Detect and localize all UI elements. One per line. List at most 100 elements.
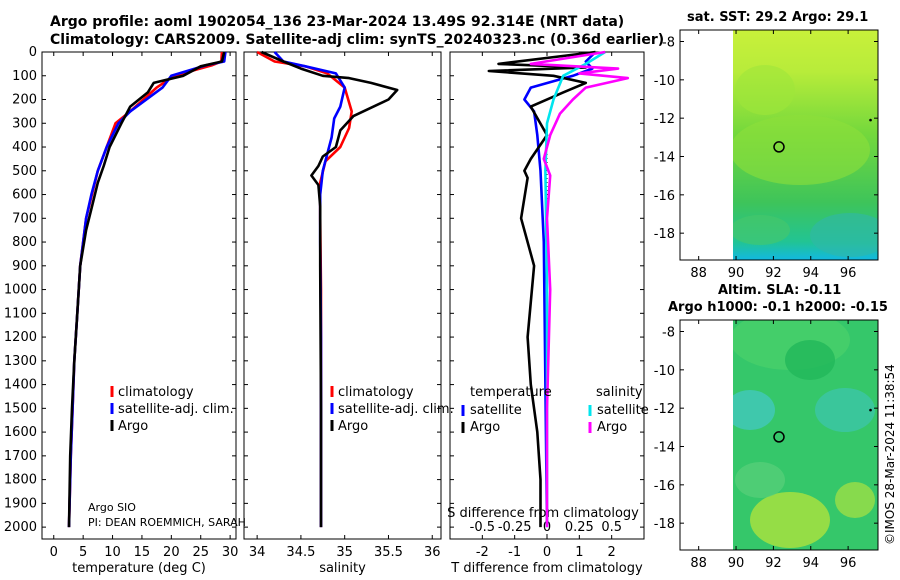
- sla-land-dot: [869, 408, 872, 412]
- temp-legend-label: satellite-adj. clim.: [118, 402, 234, 417]
- sst-map-ytick-label: -10: [654, 74, 675, 89]
- sst-map-xtick-label: 92: [765, 266, 782, 281]
- sal-legend-label: climatology: [338, 385, 414, 400]
- temp-xtick-label: 15: [134, 545, 151, 560]
- sal-xlabel: salinity: [319, 561, 366, 576]
- temp-series-satellite-adj-clim-: [67, 51, 227, 528]
- sal-xtick-label: 36: [424, 545, 441, 560]
- diff-sal-xlabel: S difference from climatology: [447, 506, 639, 521]
- sal-legend-label: satellite-adj. clim.: [338, 402, 454, 417]
- depth-tick-label: 1400: [4, 378, 37, 393]
- sst-map-ytick-label: -8: [662, 36, 675, 51]
- depth-tick-label: 1600: [4, 425, 37, 440]
- temp-xtick-label: 5: [79, 545, 87, 560]
- sal-xtick-label: 34.5: [286, 545, 315, 560]
- sla-map-frame: [679, 319, 879, 551]
- depth-tick-label: 1900: [4, 496, 37, 511]
- depth-tick-label: 1800: [4, 473, 37, 488]
- sal-xtick-label: 34: [249, 545, 266, 560]
- sla-map-xtick-label: 92: [765, 556, 782, 571]
- diff-legend-salinity-title: salinity: [596, 385, 643, 400]
- temp-xtick-label: 0: [50, 545, 58, 560]
- temp-legend-label: Argo: [118, 419, 148, 434]
- diff-series-salinity-argo: [529, 50, 630, 528]
- temp-xtick-label: 25: [192, 545, 209, 560]
- temp-xlabel: temperature (deg C): [72, 561, 206, 576]
- depth-tick-label: 300: [12, 116, 37, 131]
- sla-map-ytick-label: -16: [654, 479, 675, 494]
- sla-map-xtick-label: 96: [840, 556, 857, 571]
- depth-tick-label: 2000: [4, 520, 37, 535]
- diff-legend-label: Argo: [470, 420, 500, 435]
- temp-axes-frame: [41, 51, 237, 540]
- sst-land-dot: [869, 118, 872, 122]
- sal-series-climatology: [256, 50, 354, 528]
- temp-series-climatology: [67, 51, 224, 528]
- sla-heatmap-patches: [733, 320, 875, 548]
- sla-map-xtick-label: 90: [728, 556, 745, 571]
- depth-tick-label: 1200: [4, 330, 37, 345]
- diff-legend-label: Argo: [597, 420, 627, 435]
- sst-map-xtick-label: 90: [728, 266, 745, 281]
- credit-pi: PI: DEAN ROEMMICH, SARAH: [88, 516, 246, 529]
- depth-tick-label: 700: [12, 211, 37, 226]
- diff-series-temperature-argo: [487, 50, 596, 528]
- credit-institution: Argo SIO: [88, 501, 136, 514]
- temp-xtick-label: 20: [163, 545, 180, 560]
- diff-xtick-label: 1: [575, 545, 583, 560]
- diff-series-temperature-satellite: [523, 51, 597, 528]
- depth-tick-label: 900: [12, 259, 37, 274]
- depth-tick-label: 800: [12, 235, 37, 250]
- sla-map-xtick-label: 94: [802, 556, 819, 571]
- depth-tick-label: 100: [12, 69, 37, 84]
- depth-tick-label: 200: [12, 93, 37, 108]
- sla-map-title: Altim. SLA: -0.11: [718, 283, 842, 298]
- sal-series-argo: [260, 50, 399, 528]
- depth-tick-label: 1300: [4, 354, 37, 369]
- sla-map-ytick-label: -12: [654, 402, 675, 417]
- sal-axes-frame: [243, 51, 442, 540]
- diff-sal-tick-label: 0.5: [601, 520, 622, 535]
- diff-xtick-label: 2: [608, 545, 616, 560]
- sst-map-ytick-label: -18: [654, 227, 675, 242]
- depth-tick-label: 1500: [4, 401, 37, 416]
- temp-xtick-label: 10: [104, 545, 121, 560]
- diff-xtick-label: -2: [476, 545, 489, 560]
- depth-tick-label: 1700: [4, 449, 37, 464]
- sst-map-title: sat. SST: 29.2 Argo: 29.1: [687, 10, 869, 25]
- temp-xtick-label: 30: [222, 545, 239, 560]
- diff-legend-label: satellite: [470, 403, 522, 418]
- sal-legend-label: Argo: [338, 419, 368, 434]
- temp-series-argo: [67, 51, 226, 528]
- depth-tick-label: 500: [12, 164, 37, 179]
- sst-map-frame: [679, 29, 879, 261]
- sst-map-xtick-label: 94: [802, 266, 819, 281]
- plot-title-line2: Climatology: CARS2009. Satellite-adj cli…: [50, 32, 665, 48]
- diff-xtick-label: 0: [543, 545, 551, 560]
- sst-map-xtick-label: 88: [690, 266, 707, 281]
- sst-map-ytick-label: -14: [654, 151, 675, 166]
- diff-sal-tick-label: 0.25: [565, 520, 594, 535]
- diff-legend-label: satellite: [597, 403, 649, 418]
- sla-map-xtick-label: 88: [690, 556, 707, 571]
- sst-argo-marker: [773, 141, 785, 153]
- sla-map-ytick-label: -8: [662, 326, 675, 341]
- plot-title-line1: Argo profile: aoml 1902054_136 23-Mar-20…: [50, 14, 625, 30]
- depth-tick-label: 0: [29, 45, 37, 60]
- sal-xtick-label: 35: [336, 545, 353, 560]
- sal-xtick-label: 35.5: [374, 545, 403, 560]
- sla-map-ytick-label: -14: [654, 441, 675, 456]
- sst-map-ytick-label: -16: [654, 189, 675, 204]
- depth-tick-label: 1100: [4, 306, 37, 321]
- temp-legend-label: climatology: [118, 385, 194, 400]
- depth-tick-label: 600: [12, 188, 37, 203]
- sst-map-xtick-label: 96: [840, 266, 857, 281]
- sla-map-subtitle: Argo h1000: -0.1 h2000: -0.15: [668, 300, 888, 315]
- sst-heatmap-patches: [733, 65, 878, 257]
- diff-sal-tick-label: 0: [543, 520, 551, 535]
- diff-sal-tick-label: -0.25: [498, 520, 532, 535]
- depth-tick-label: 1000: [4, 283, 37, 298]
- sla-argo-marker: [773, 431, 785, 443]
- sla-map-ytick-label: -18: [654, 517, 675, 532]
